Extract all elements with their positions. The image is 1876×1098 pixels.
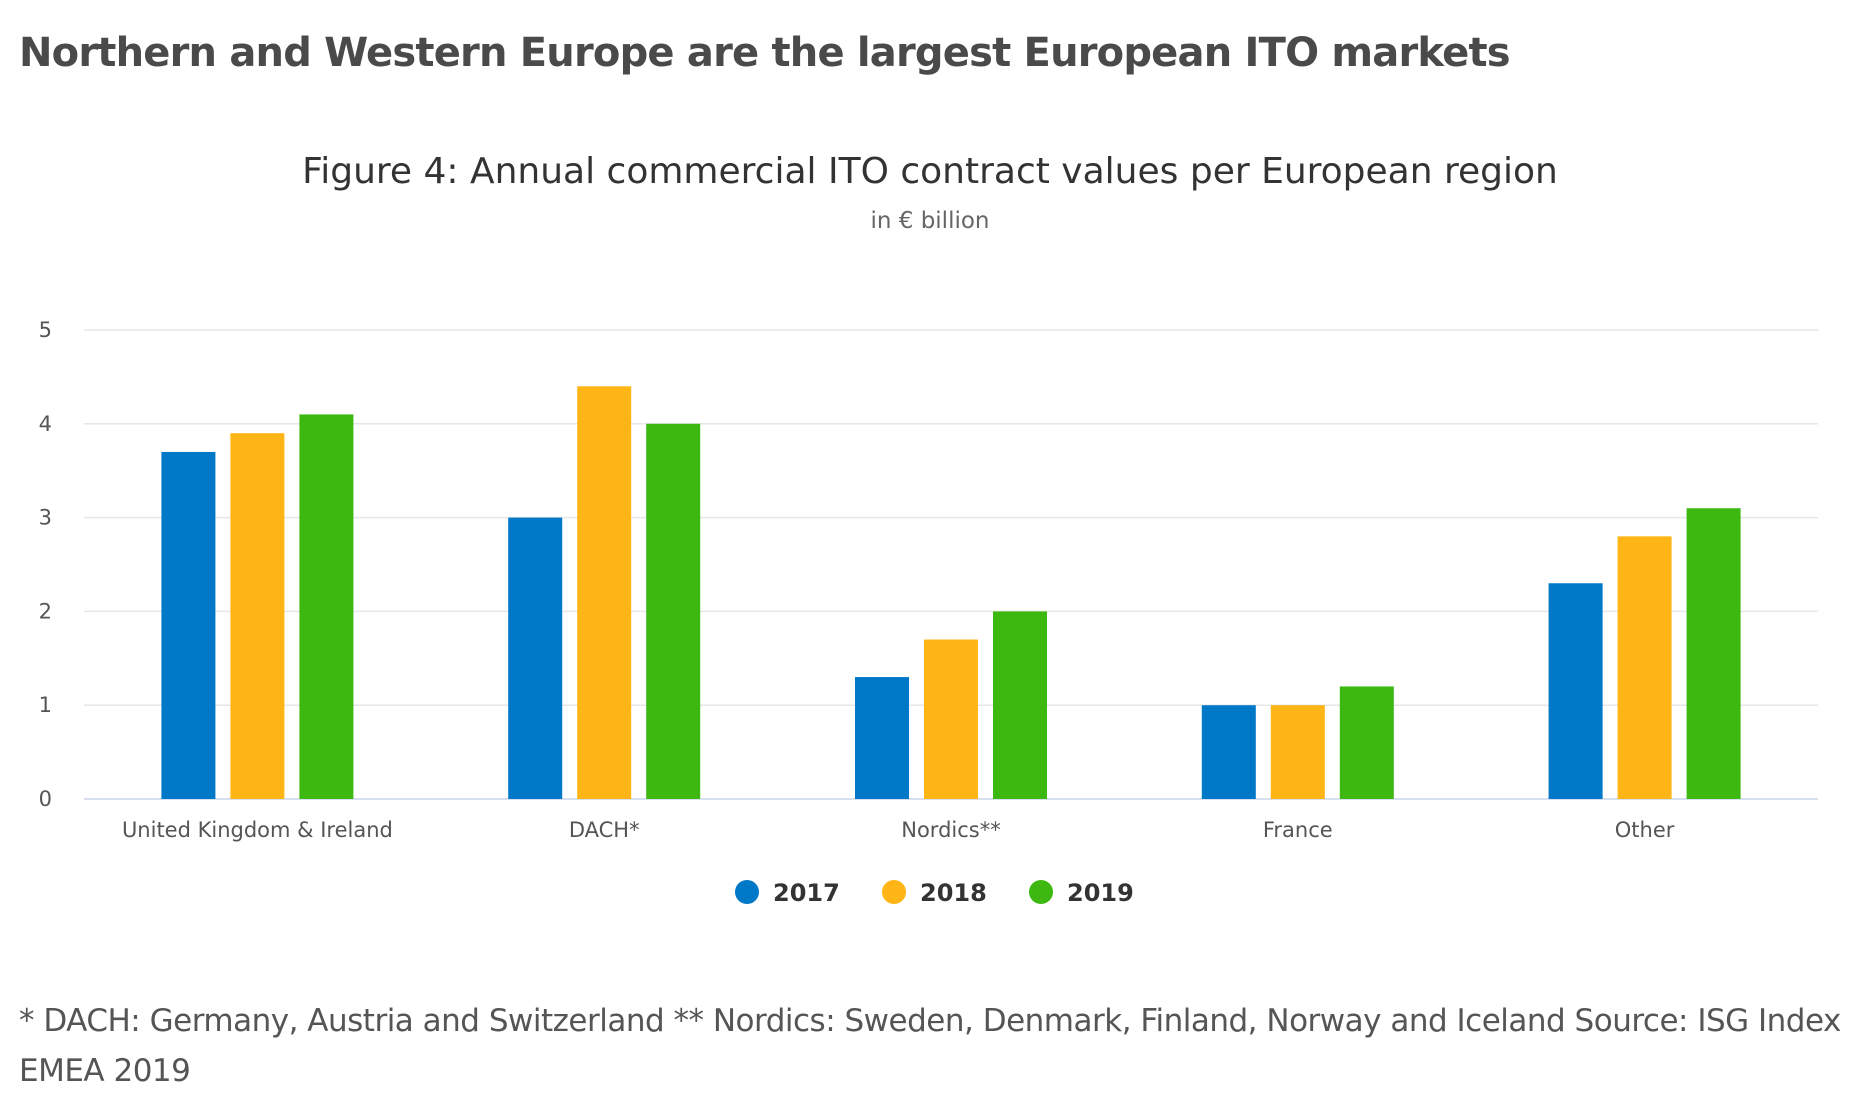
bar-2018-0 (230, 433, 285, 799)
y-tick-label: 3 (39, 506, 52, 530)
chart-title: Figure 4: Annual commercial ITO contract… (302, 151, 1558, 192)
footnote: * DACH: Germany, Austria and Switzerland… (19, 1003, 1841, 1089)
bar-2018-2 (924, 639, 978, 799)
bar-2019-0 (299, 414, 354, 799)
legend: 2017 2018 2019 (735, 879, 1134, 907)
bar-2018-4 (1617, 536, 1672, 799)
y-tick-label: 0 (39, 787, 52, 811)
y-tick-label: 1 (39, 693, 52, 717)
y-tick-label: 5 (39, 318, 52, 342)
x-tick-label: United Kingdom & Ireland (122, 818, 393, 842)
x-tick-label: France (1263, 818, 1333, 842)
bar-2017-3 (1201, 705, 1256, 799)
bar-2019-2 (993, 611, 1047, 799)
bars (161, 386, 1741, 799)
bar-2019-1 (646, 423, 701, 799)
y-tick-label: 2 (39, 599, 52, 623)
page-headline: Northern and Western Europe are the larg… (19, 30, 1511, 76)
x-axis: United Kingdom & Ireland DACH* Nordics** Fr… (122, 818, 1675, 842)
legend-marker-2019[interactable] (1029, 880, 1053, 904)
bar-2019-4 (1686, 508, 1741, 799)
x-tick-label: Nordics** (901, 818, 1000, 842)
chart-subtitle: in € billion (870, 208, 989, 234)
legend-label-2018[interactable]: 2018 (920, 879, 987, 907)
legend-marker-2017[interactable] (735, 880, 759, 904)
bar-2017-1 (508, 517, 563, 799)
legend-label-2019[interactable]: 2019 (1067, 879, 1134, 907)
bar-2018-3 (1270, 705, 1325, 799)
bar-2019-3 (1339, 686, 1394, 799)
x-tick-label: Other (1615, 818, 1675, 842)
bar-2017-2 (855, 677, 909, 799)
bar-2017-0 (161, 451, 216, 799)
legend-label-2017[interactable]: 2017 (773, 879, 840, 907)
legend-marker-2018[interactable] (882, 880, 906, 904)
bar-2017-4 (1548, 583, 1603, 799)
x-tick-label: DACH* (569, 818, 640, 842)
y-tick-label: 4 (39, 412, 52, 436)
bar-2018-1 (577, 386, 632, 799)
